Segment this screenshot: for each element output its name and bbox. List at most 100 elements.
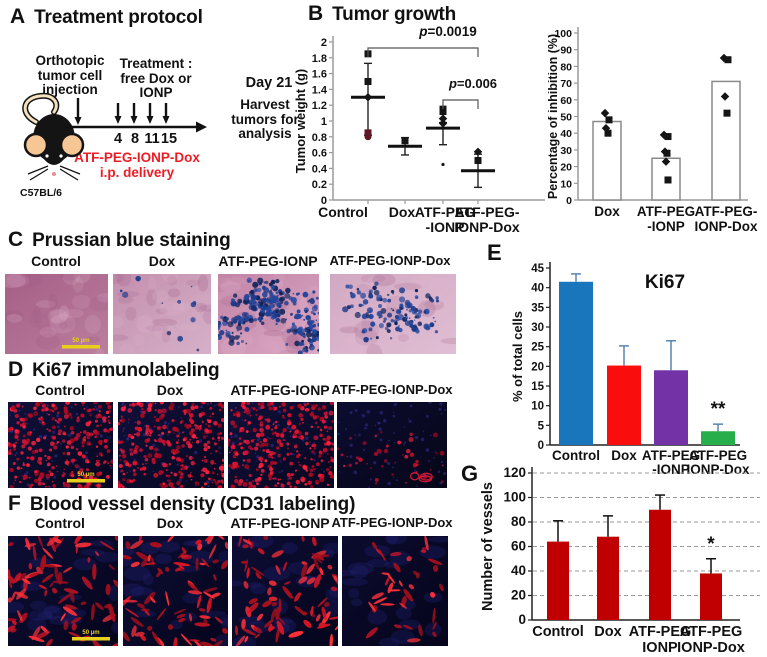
significance-stars: * [707, 534, 715, 555]
image-label-atf-peg-ionp: ATF-PEG-IONP [230, 515, 330, 531]
x-category-label: Dox [389, 204, 416, 220]
micrograph-control: 50 µm [8, 402, 113, 488]
significance-bracket [367, 47, 479, 57]
panel-a-title: A Treatment protocol [10, 5, 203, 29]
x-category-label: ATF-PEG [642, 448, 700, 463]
micrograph-atf-peg-ionp-dox [337, 402, 447, 488]
bar-Dox [597, 515, 619, 620]
panel-g-letter: G [461, 461, 479, 486]
timeline-day-11: 11 [144, 131, 159, 147]
panel-a-title-text: Treatment protocol [34, 7, 203, 28]
tumor-weight-scatter-chart: 0 0.2 0.4 0.6 0.8 1 1.2 1.4 1.6 1.8 2 Tumor weight … [295, 24, 545, 235]
y-axis-label: % of total cells [510, 311, 525, 402]
panel-a-letter: A [10, 5, 26, 28]
stain-texture [8, 402, 113, 488]
panel-f-title-text: Blood vessel density (CD31 labeling) [29, 494, 356, 515]
treatment-label: Treatment : free Dox or IONP [119, 56, 193, 101]
timeline-arrows [65, 98, 207, 133]
y-tick: 80 [511, 514, 526, 529]
bar-Dox [592, 108, 622, 201]
y-tick: 40 [560, 128, 572, 140]
bar-Control [547, 520, 569, 620]
vessel-count-bar-chart: 0 20 40 60 80 100 120 Number of vessels * Control… [480, 465, 760, 656]
bar-ATF-PEG-IONP-Dox [711, 53, 741, 201]
scale-bar [72, 637, 110, 641]
micrograph-atf-peg-ionp [228, 402, 334, 488]
y-tick: 1.4 [312, 84, 328, 96]
x-category-label: ATF-PEG [637, 204, 695, 219]
panel-f-letter: F [8, 492, 21, 515]
panel-c-letter: C [8, 228, 24, 251]
x-category-label: Control [532, 624, 584, 640]
bar-ATF-PEGIONP-Dox [700, 558, 722, 620]
micrograph-dox [118, 402, 224, 488]
treatment-timeline: 4 8 11 15 [65, 98, 207, 147]
micrograph-atf-peg-ionp-dox [330, 274, 456, 354]
significance-label: p=0.006 [448, 76, 497, 91]
panel-b-letter: B [308, 2, 324, 25]
micrograph-control: 50 µm [5, 274, 108, 354]
y-tick: 0 [321, 195, 327, 207]
bar-ATF-PEG-IONP [651, 130, 681, 201]
x-category-label: ATF-PEG [689, 448, 747, 463]
y-tick: 0.6 [312, 148, 327, 160]
panel-c-title: C Prussian blue staining [8, 228, 231, 252]
x-category-label: IONP-Dox [454, 219, 520, 235]
y-tick: 40 [531, 283, 544, 295]
injection-label: Orthotopic tumor cell injection [35, 53, 105, 98]
bar-Control [559, 273, 593, 445]
micrograph-atf-peg-ionp-dox [342, 536, 448, 646]
y-tick: 25 [531, 342, 544, 354]
harvest-label: Harvest tumors for analysis [231, 97, 299, 142]
stain-texture [342, 536, 448, 646]
stain-texture [232, 536, 338, 646]
x-category-label: Dox [594, 624, 621, 640]
stain-texture [337, 402, 447, 488]
y-tick: 5 [538, 420, 545, 432]
micrograph-atf-peg-ionp [218, 274, 319, 354]
y-tick: 20 [511, 588, 526, 603]
x-category-label: ATF-PEG- [695, 204, 758, 219]
mouse-icon [22, 92, 85, 181]
panel-b-title: B Tumor growth [308, 2, 456, 26]
bar-ATF-PEG-IONP [654, 340, 688, 445]
micrograph-control: 50 µm [8, 536, 118, 646]
scatter-group-ATF-PEG-IONP [426, 105, 460, 167]
image-label-dox: Dox [156, 382, 184, 398]
image-label-atf-peg-ionp: ATF-PEG-IONP [218, 253, 318, 269]
y-tick: 60 [560, 95, 572, 107]
x-category-label: IONP-Dox [694, 219, 757, 234]
y-tick: 30 [560, 145, 572, 157]
stain-texture [218, 274, 319, 354]
scale-bar-label: 50 µm [82, 630, 99, 636]
timeline-day-4: 4 [114, 131, 122, 147]
significance-label: p=0.0019 [418, 24, 476, 39]
stain-texture [8, 536, 118, 646]
y-tick: 100 [503, 490, 526, 505]
y-tick: 0.2 [312, 179, 327, 191]
x-category-label: ATF-PEG [415, 204, 476, 220]
y-tick: 1 [321, 116, 327, 128]
image-label-atf-peg-ionp-dox: ATF-PEG-IONP-Dox [331, 382, 453, 397]
y-tick: 10 [560, 178, 572, 190]
micrograph-dox [113, 274, 211, 354]
scatter-group-Dox [388, 136, 422, 156]
scale-bar-label: 50 µm [72, 338, 89, 344]
scale-bar [67, 479, 105, 483]
significance-stars: ** [711, 399, 726, 420]
mouse-strain-label: C57BL/6 [20, 187, 63, 199]
image-label-control: Control [31, 253, 81, 269]
panel-d-letter: D [8, 358, 24, 381]
micrograph-dox [123, 536, 228, 646]
panel-f-title: F Blood vessel density (CD31 labeling) [8, 492, 355, 516]
y-tick: 0 [566, 195, 572, 207]
y-tick: 90 [560, 45, 572, 57]
x-category-label: IONP [642, 640, 678, 656]
delivery-label: ATF-PEG-IONP-Dox i.p. delivery [62, 150, 212, 180]
y-axis-label: Percentage of inhibition (%) [548, 34, 560, 199]
image-label-atf-peg-ionp: ATF-PEG-IONP [230, 382, 330, 398]
day21-label: Day 21 [245, 75, 293, 91]
y-tick: 50 [560, 112, 572, 124]
image-label-atf-peg-ionp-dox: ATF-PEG-IONP-Dox [329, 253, 451, 268]
